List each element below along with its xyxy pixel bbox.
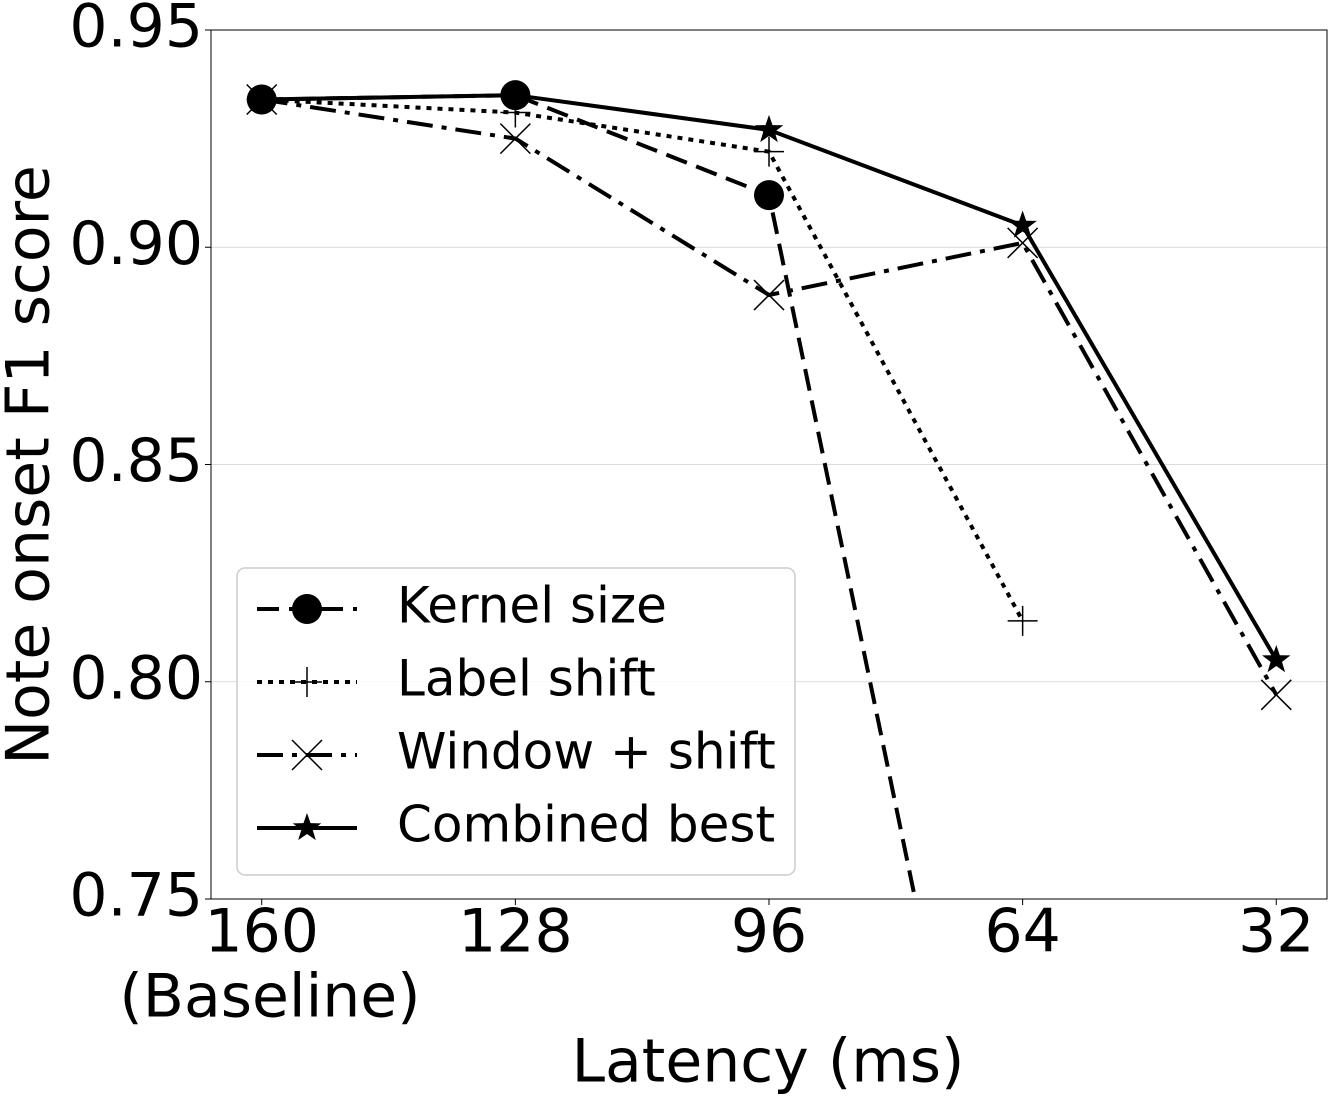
legend-label: Window + shift (397, 723, 776, 781)
data-point (499, 123, 531, 155)
data-point (1262, 645, 1291, 673)
series-line (261, 93, 918, 899)
legend: Kernel size Label shift Window + shift Comb… (257, 577, 776, 854)
data-point (1008, 210, 1037, 238)
legend-label: Label shift (397, 650, 656, 708)
data-point (247, 84, 276, 112)
legend-label: Combined best (397, 796, 775, 854)
legend-marker (291, 739, 323, 771)
y-tick-label: 0.95 (69, 0, 203, 62)
legend-label: Kernel size (397, 577, 667, 635)
plot-area (246, 80, 1292, 899)
x-axis-label: Latency (ms) (572, 1027, 965, 1097)
data-point (501, 80, 530, 108)
data-point (1007, 605, 1038, 636)
y-tick-label: 0.85 (69, 426, 203, 496)
data-point (754, 180, 784, 211)
legend-marker (292, 667, 322, 697)
y-axis-label: Note onset F1 score (0, 165, 64, 765)
data-point (1260, 679, 1292, 711)
legend-marker (292, 594, 322, 624)
data-point (1007, 227, 1039, 259)
data-point (753, 279, 785, 311)
series-line (261, 97, 1025, 622)
legend-marker (292, 813, 322, 841)
x-tick-label: 32 (1238, 897, 1314, 967)
x-tick-label: 160 (204, 897, 319, 967)
data-point (754, 114, 784, 143)
data-point (754, 136, 784, 167)
x-tick-label: 64 (984, 897, 1060, 967)
y-tick-label: 0.80 (69, 643, 203, 713)
x-tick-note: (Baseline) (119, 962, 420, 1032)
y-tick-label: 0.75 (69, 861, 203, 931)
x-tick-label: 128 (458, 897, 573, 967)
x-tick-label: 96 (731, 897, 807, 967)
legend-box (236, 567, 796, 876)
data-point (500, 97, 531, 128)
y-tick-label: 0.90 (69, 209, 203, 279)
axes: 0.75 0.80 0.85 0.90 0.95 160 128 96 64 32 (69, 0, 1314, 967)
